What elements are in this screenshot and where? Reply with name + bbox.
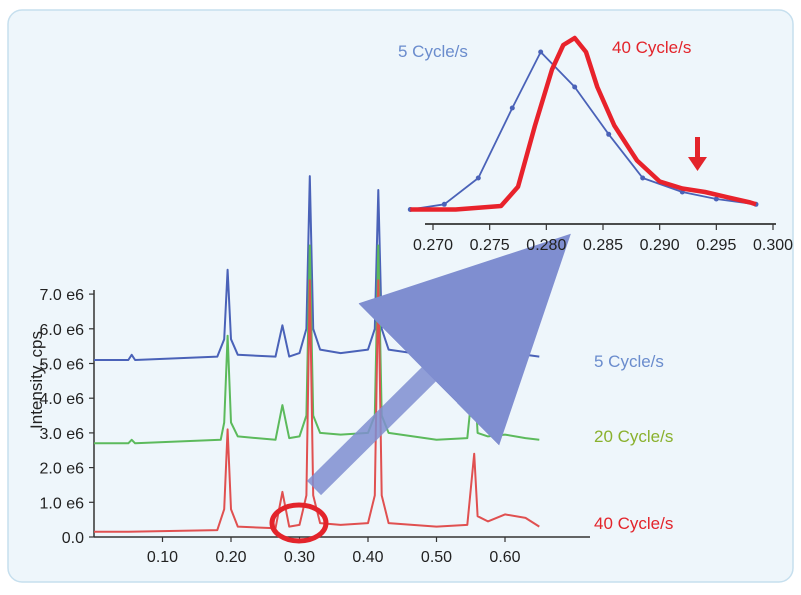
main-x-tick-label: 0.10 bbox=[147, 549, 178, 566]
inset-x-tick-label: 0.300 bbox=[753, 237, 793, 254]
inset-data-point bbox=[441, 201, 447, 207]
inset-label-5: 5 Cycle/s bbox=[398, 42, 468, 61]
main-x-tick-label: 0.30 bbox=[284, 549, 315, 566]
highlight-circle bbox=[269, 502, 329, 544]
main-y-tick-label: 5.0 e6 bbox=[40, 357, 85, 374]
inset-x-tick-label: 0.280 bbox=[526, 237, 566, 254]
background-panel bbox=[7, 9, 794, 583]
main-series-line-2 bbox=[94, 279, 540, 533]
inset-x-tick-label: 0.285 bbox=[583, 237, 623, 254]
inset-data-point bbox=[713, 196, 719, 202]
main-y-tick-label: 1.0 e6 bbox=[40, 495, 85, 512]
main-y-tick-label: 4.0 e6 bbox=[40, 391, 85, 408]
main-y-tick-label: 0.0 bbox=[62, 530, 84, 547]
y-axis-title: Intensity, cps bbox=[27, 331, 46, 429]
inset-data-point bbox=[475, 175, 481, 181]
inset-axes: 0.270 0.275 0.280 0.285 0.290 0.295 0.300 bbox=[413, 223, 793, 254]
main-axes: 0.10 0.20 0.30 0.40 0.50 0.60 0.0 1.0 e6 2.0 e6 3… bbox=[40, 287, 590, 566]
inset-x-tick-label: 0.270 bbox=[413, 237, 453, 254]
inset-data-point bbox=[640, 175, 646, 181]
main-x-tick-label: 0.20 bbox=[215, 549, 246, 566]
inset-data-point bbox=[509, 105, 515, 111]
main-y-tick-label: 6.0 e6 bbox=[40, 322, 85, 339]
main-y-tick-label: 3.0 e6 bbox=[40, 426, 85, 443]
trace-label-5: 5 Cycle/s bbox=[594, 352, 664, 371]
trace-label-20: 20 Cycle/s bbox=[594, 427, 673, 446]
main-x-tick-label: 0.40 bbox=[352, 549, 383, 566]
inset-series bbox=[407, 35, 759, 212]
main-x-tick-label: 0.60 bbox=[489, 549, 520, 566]
inset-label-40: 40 Cycle/s bbox=[612, 38, 691, 57]
zoom-arrow bbox=[306, 233, 571, 496]
main-y-tick-label: 2.0 e6 bbox=[40, 461, 85, 478]
inset-data-point bbox=[538, 49, 544, 55]
inset-x-tick-label: 0.290 bbox=[640, 237, 680, 254]
inset-series-line-1 bbox=[410, 35, 757, 212]
main-x-tick-label: 0.50 bbox=[421, 549, 452, 566]
inset-x-tick-label: 0.275 bbox=[470, 237, 510, 254]
trace-label-40: 40 Cycle/s bbox=[594, 514, 673, 533]
inset-down-arrow bbox=[688, 137, 707, 171]
inset-data-point bbox=[606, 131, 612, 137]
inset-data-point bbox=[572, 84, 578, 90]
inset-x-tick-label: 0.295 bbox=[696, 237, 736, 254]
main-y-tick-label: 7.0 e6 bbox=[40, 287, 85, 304]
